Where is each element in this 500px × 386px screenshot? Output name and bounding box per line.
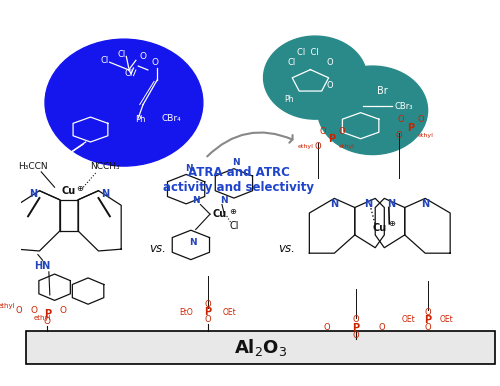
Text: O: O	[152, 58, 158, 67]
Text: O: O	[319, 127, 326, 136]
Text: O: O	[396, 131, 402, 140]
Text: O: O	[60, 306, 66, 315]
Text: N: N	[387, 199, 395, 209]
Text: ⊕: ⊕	[76, 184, 83, 193]
Text: vs.: vs.	[278, 242, 295, 255]
FancyBboxPatch shape	[26, 332, 494, 364]
Text: vs.: vs.	[149, 242, 166, 255]
Text: N: N	[192, 196, 200, 205]
Text: P: P	[204, 307, 211, 317]
Text: OEt: OEt	[222, 308, 236, 317]
Text: ethyl: ethyl	[418, 133, 433, 138]
Text: Al$_2$O$_3$: Al$_2$O$_3$	[234, 337, 287, 358]
Text: Ph: Ph	[136, 115, 146, 124]
Text: Cl: Cl	[124, 69, 133, 78]
Text: OEt: OEt	[440, 315, 454, 324]
Text: N: N	[364, 199, 372, 209]
Text: N: N	[100, 189, 109, 199]
Text: O: O	[398, 115, 404, 124]
Text: H₃CCN: H₃CCN	[18, 163, 48, 171]
Text: ethyl: ethyl	[338, 144, 354, 149]
Text: O: O	[44, 317, 51, 326]
Text: N: N	[330, 199, 338, 209]
Text: P: P	[328, 134, 336, 144]
Text: CBr₃: CBr₃	[394, 102, 413, 111]
Text: N: N	[184, 164, 192, 173]
Text: Cl  Cl: Cl Cl	[297, 48, 319, 57]
Text: N: N	[232, 158, 240, 167]
Text: O: O	[417, 115, 424, 124]
Text: N: N	[220, 196, 228, 205]
Text: O: O	[204, 300, 211, 309]
Circle shape	[318, 66, 428, 154]
Text: ethyl: ethyl	[34, 315, 52, 321]
Text: HN: HN	[34, 261, 51, 271]
Text: Cl: Cl	[118, 50, 126, 59]
Text: P: P	[408, 123, 414, 133]
Text: ethyl: ethyl	[298, 144, 314, 149]
Text: O: O	[326, 81, 333, 90]
Text: O: O	[324, 323, 330, 332]
Text: EtO: EtO	[179, 308, 193, 317]
Text: O: O	[424, 323, 431, 332]
Text: ⊕: ⊕	[230, 207, 236, 215]
Text: ATRA and ATRC
activity and selectivity: ATRA and ATRC activity and selectivity	[163, 166, 314, 193]
Text: O: O	[424, 308, 431, 317]
Text: P: P	[352, 323, 360, 333]
Text: P: P	[424, 315, 431, 325]
Text: O: O	[31, 306, 38, 315]
Text: O: O	[379, 323, 386, 332]
Text: O: O	[16, 306, 22, 315]
Text: P: P	[44, 309, 51, 319]
Text: ⊕: ⊕	[388, 219, 395, 228]
Circle shape	[45, 39, 203, 166]
Text: N: N	[421, 199, 430, 209]
Text: Br: Br	[377, 86, 388, 96]
Text: Cl: Cl	[100, 56, 109, 65]
Text: Ph: Ph	[60, 158, 69, 167]
Text: O: O	[204, 315, 211, 324]
Text: Cl: Cl	[229, 221, 238, 231]
Text: Ph: Ph	[284, 95, 294, 105]
Text: Cu: Cu	[372, 223, 387, 233]
Text: Cu: Cu	[62, 186, 76, 196]
Text: NCCH₃: NCCH₃	[90, 163, 120, 171]
Text: O: O	[326, 58, 333, 67]
Text: O: O	[352, 331, 359, 340]
Text: N: N	[29, 189, 37, 199]
Text: O: O	[314, 142, 321, 151]
Text: O: O	[140, 52, 146, 61]
Text: O: O	[352, 315, 359, 324]
Text: OEt: OEt	[402, 315, 415, 324]
Text: N: N	[190, 239, 197, 247]
Text: ethyl: ethyl	[0, 303, 16, 310]
Text: CBr₄: CBr₄	[162, 113, 182, 122]
Text: O: O	[338, 127, 345, 136]
Text: Cl: Cl	[287, 58, 296, 67]
Circle shape	[264, 36, 367, 119]
Text: Cu: Cu	[212, 209, 226, 219]
